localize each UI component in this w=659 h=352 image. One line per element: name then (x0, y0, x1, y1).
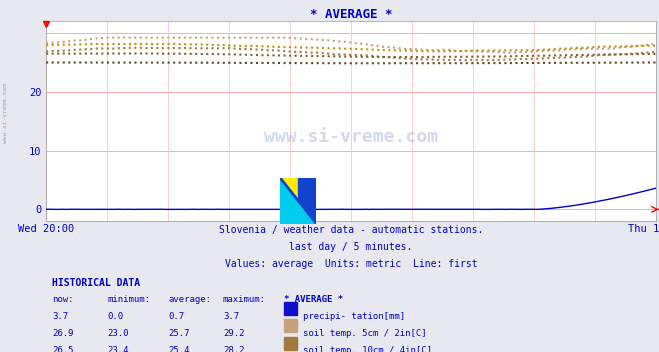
Text: 23.0: 23.0 (107, 329, 129, 338)
Text: 0.7: 0.7 (168, 312, 184, 321)
Text: average:: average: (168, 295, 211, 304)
Text: minimum:: minimum: (107, 295, 150, 304)
Text: 26.9: 26.9 (52, 329, 74, 338)
Text: 29.2: 29.2 (223, 329, 244, 338)
Text: www.si-vreme.com: www.si-vreme.com (264, 128, 438, 146)
Bar (298, 178, 316, 224)
Bar (284, 319, 297, 332)
Text: Values: average  Units: metric  Line: first: Values: average Units: metric Line: firs… (225, 259, 477, 269)
Text: * AVERAGE *: * AVERAGE * (284, 295, 343, 304)
Text: 28.2: 28.2 (223, 346, 244, 352)
Text: HISTORICAL DATA: HISTORICAL DATA (52, 278, 140, 288)
Text: 3.7: 3.7 (52, 312, 69, 321)
Polygon shape (280, 178, 316, 224)
Text: last day / 5 minutes.: last day / 5 minutes. (289, 242, 413, 252)
Text: soil temp. 10cm / 4in[C]: soil temp. 10cm / 4in[C] (303, 346, 432, 352)
Text: 25.7: 25.7 (168, 329, 190, 338)
Text: 23.4: 23.4 (107, 346, 129, 352)
Text: now:: now: (52, 295, 74, 304)
Bar (280, 178, 298, 224)
Text: soil temp. 5cm / 2in[C]: soil temp. 5cm / 2in[C] (303, 329, 427, 338)
Text: 26.5: 26.5 (52, 346, 74, 352)
Title: * AVERAGE *: * AVERAGE * (310, 8, 392, 21)
Text: www.si-vreme.com: www.si-vreme.com (3, 83, 8, 143)
Text: 0.0: 0.0 (107, 312, 123, 321)
Text: Slovenia / weather data - automatic stations.: Slovenia / weather data - automatic stat… (219, 225, 483, 235)
Text: precipi- tation[mm]: precipi- tation[mm] (303, 312, 405, 321)
Text: 3.7: 3.7 (223, 312, 239, 321)
Bar (284, 337, 297, 350)
Text: 25.4: 25.4 (168, 346, 190, 352)
Bar (284, 302, 297, 315)
Text: maximum:: maximum: (223, 295, 266, 304)
